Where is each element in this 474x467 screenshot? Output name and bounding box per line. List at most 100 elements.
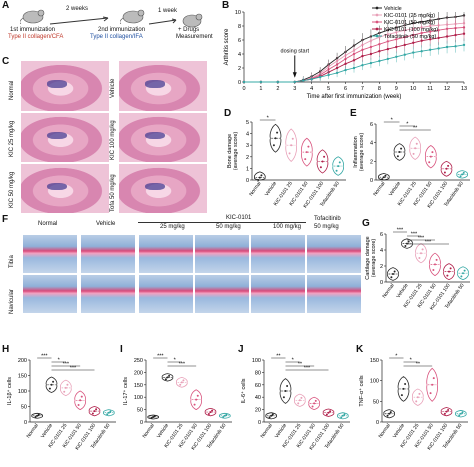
data-point [48, 387, 51, 390]
data-point [107, 411, 110, 414]
data-point [437, 29, 440, 32]
violin-shape [294, 393, 306, 407]
violin-shape [254, 171, 266, 181]
schematic-a: 2 weeks 1 week 1st immunization Type II … [8, 6, 213, 56]
data-point [64, 386, 67, 389]
data-point [335, 71, 339, 75]
violin-shape [265, 412, 277, 420]
data-point [207, 412, 210, 415]
data-point [460, 275, 463, 278]
row-label-vehicle: Vehicle [110, 78, 116, 98]
y-tick-label: 4 [238, 52, 241, 58]
y-tick-label: 2 [238, 66, 241, 72]
x-tick-label: 12 [444, 86, 450, 92]
legend-marker [375, 13, 379, 17]
data-point [305, 151, 308, 154]
x-tick-label: 1 [259, 86, 262, 92]
data-point [420, 252, 422, 255]
violin-shape [147, 414, 159, 420]
panel-label-c: C [2, 56, 10, 67]
row-label-kic25: KIC 25 mg/kg [9, 120, 15, 157]
violin-shape [440, 160, 453, 177]
stain-navicular-normal [22, 274, 78, 314]
violin-shape [301, 137, 313, 167]
data-point [323, 155, 326, 158]
violin-shape [332, 156, 344, 176]
data-point [290, 144, 293, 147]
data-point [319, 166, 322, 169]
stain-navicular-kic25 [138, 274, 194, 314]
y-tick-label: 50 [137, 408, 143, 414]
legend-marker [375, 20, 379, 24]
interval-2: 1 week [158, 8, 178, 14]
y-axis-label: TNF-α⁺ cells [358, 375, 365, 406]
significance-mark: ** [416, 361, 421, 367]
data-point [382, 176, 385, 179]
data-point [193, 403, 196, 406]
data-point [449, 267, 452, 270]
data-point [298, 399, 301, 402]
data-point [80, 395, 83, 398]
y-tick-label: 4 [246, 132, 249, 138]
data-point [338, 161, 341, 164]
significance-mark: *** [63, 361, 70, 367]
significance-mark: ** [413, 125, 418, 131]
data-point [402, 387, 405, 390]
data-point [400, 394, 403, 397]
data-point [462, 272, 464, 275]
data-point [420, 31, 423, 35]
data-point [428, 161, 431, 164]
violin-shape [455, 410, 467, 418]
data-point [386, 40, 390, 43]
x-tick-label: Normal [248, 181, 262, 198]
violin-shape [308, 396, 320, 411]
data-point [421, 248, 424, 251]
violin-shape [337, 412, 349, 420]
data-point [166, 376, 169, 379]
violin-shape [457, 266, 469, 281]
significance-mark: ** [276, 353, 281, 359]
y-axis-label: IL-17⁺ cells [122, 377, 129, 405]
significance-mark: * [391, 117, 394, 123]
data-point [435, 258, 438, 261]
data-point [416, 396, 419, 399]
data-point [395, 45, 398, 49]
significance-mark: *** [304, 365, 311, 371]
data-point [403, 43, 406, 47]
stain-tibia-vehicle [80, 234, 136, 274]
panel-label-e: E [350, 108, 357, 119]
violin-shape [409, 136, 421, 160]
data-point [393, 270, 396, 273]
violin-shape [429, 252, 441, 277]
x-axis-label: Time after first immunization (week) [307, 94, 402, 100]
data-point [447, 164, 450, 167]
x-tick-label: 6 [344, 86, 347, 92]
histology-normal [20, 60, 110, 112]
x-tick-label: Vehicle [274, 423, 288, 440]
data-point [327, 411, 330, 414]
data-point [454, 45, 457, 48]
row-tibia: Tibia [9, 255, 15, 268]
data-point [276, 80, 280, 84]
data-point [445, 45, 449, 49]
data-point [389, 411, 392, 414]
significance-mark: * [406, 121, 409, 127]
data-point [388, 412, 391, 415]
violin-shape [412, 388, 424, 406]
data-point [412, 33, 415, 37]
x-tick-label: Normal [26, 423, 40, 440]
x-tick-label: Vehicle [392, 423, 406, 440]
x-tick-label: 13 [461, 86, 467, 92]
data-point [340, 416, 343, 419]
data-point [291, 137, 294, 140]
significance-mark: *** [425, 239, 432, 245]
data-point [428, 48, 432, 51]
series-line [244, 44, 465, 83]
violin-shape [219, 412, 231, 419]
data-point [337, 165, 340, 168]
data-point [395, 38, 398, 41]
arrow-icon [148, 18, 177, 25]
violin-shape [161, 373, 174, 382]
